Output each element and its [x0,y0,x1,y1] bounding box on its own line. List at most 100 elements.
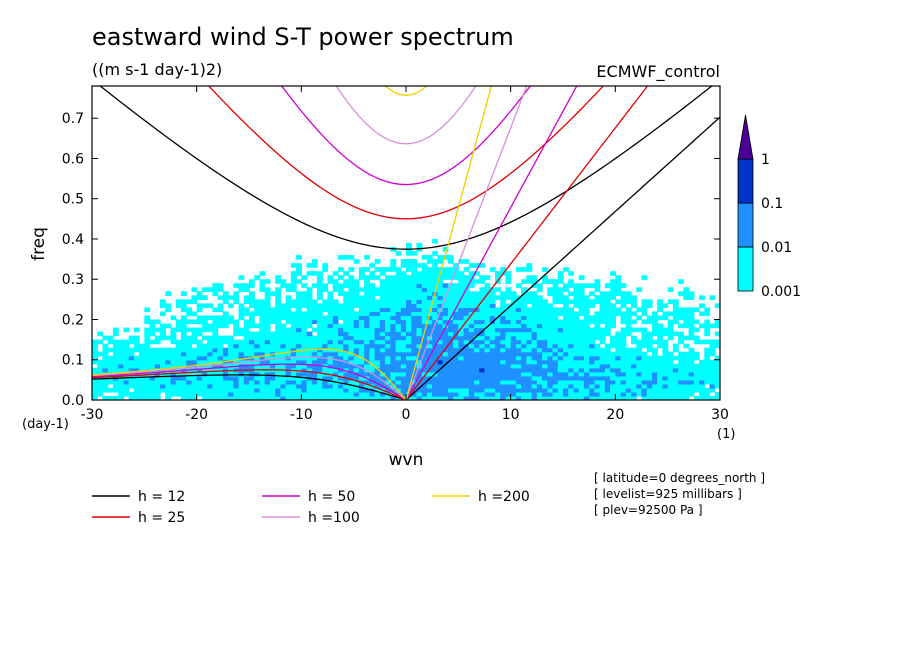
heat-cell [337,371,344,377]
heat-cell [437,267,444,272]
heat-cell [280,315,287,321]
heat-cell [625,375,632,381]
heat-cell [651,367,658,373]
heat-cell [374,387,381,393]
heat-cell [322,315,329,321]
heat-cell [170,335,177,341]
heat-cell [714,363,720,369]
heat-cell [369,335,376,341]
heat-cell [411,259,418,264]
heat-cell [364,367,370,373]
heat-cell [594,367,601,373]
heat-cell [395,279,402,284]
heat-cell [453,331,459,337]
heat-cell [531,375,538,381]
heat-cell [144,387,151,393]
heat-cell [505,275,512,280]
heat-cell [594,395,601,400]
heat-cell [154,383,161,389]
heat-cell [186,391,193,397]
heat-cell [264,311,271,317]
heat-cell [437,259,444,264]
heat-cell [228,335,234,341]
heat-cell [290,379,297,385]
heat-cell [657,391,664,397]
heat-cell [667,363,674,369]
heat-cell [390,347,397,353]
heat-cell [186,311,193,317]
heat-cell [118,363,124,369]
heat-cell [254,391,261,397]
heat-cell [385,347,391,353]
heat-cell [568,291,575,296]
heat-cell [468,271,475,276]
heat-cell [353,387,360,393]
heat-cell [228,347,234,353]
heat-cell [432,355,438,361]
heat-cell [317,351,323,357]
heat-cell [437,383,444,389]
heat-cell [343,311,350,317]
heat-cell [149,323,156,329]
heat-cell [683,319,690,325]
heat-cell [301,395,308,400]
heat-cell [217,379,224,385]
heat-cell [207,323,213,329]
heat-cell [474,311,480,317]
heat-cell [447,275,454,280]
heat-cell [306,287,313,292]
heat-cell [317,387,323,393]
heat-cell [154,375,161,381]
heat-cell [437,295,444,300]
heat-cell [133,363,140,369]
heat-cell [175,299,182,304]
heat-cell [364,351,370,357]
heat-cell [667,387,674,393]
heat-cell [139,383,145,389]
heat-cell [343,271,350,276]
heat-cell [510,339,517,345]
heat-cell [160,331,166,337]
heat-cell [463,379,470,385]
heat-cell [337,375,344,381]
heat-cell [180,379,187,385]
heat-cell [536,319,543,325]
heat-cell [249,335,255,341]
heat-cell [531,343,538,349]
heat-cell [395,283,402,288]
heat-cell [594,383,601,389]
heat-cell [154,347,161,353]
heat-cell [269,331,276,337]
heat-cell [526,307,533,313]
heat-cell [474,371,480,377]
heat-cell [348,307,355,313]
heat-cell [563,391,569,397]
heat-cell [243,335,250,341]
heat-cell [186,359,193,365]
heat-cell [212,327,219,333]
heat-cell [411,319,418,325]
heat-cell [406,339,412,345]
heat-cell [374,363,381,369]
heat-cell [348,311,355,317]
heat-cell [233,283,240,288]
heat-cell [714,303,720,309]
heat-cell [175,379,182,385]
heat-cell [426,359,433,365]
heat-cell [390,275,397,280]
heat-cell [442,255,449,260]
heat-cell [411,359,418,365]
heat-cell [693,371,700,377]
heat-cell [358,367,365,373]
heat-cell [322,287,329,292]
heat-cell [610,271,616,276]
heat-cell [651,375,658,381]
heat-cell [547,355,554,361]
heat-cell [92,383,98,389]
heat-cell [123,343,130,349]
heat-cell [636,351,643,357]
heat-cell [521,303,527,309]
heat-cell [222,387,229,393]
heat-cell [311,311,318,317]
heat-cell [379,347,386,353]
